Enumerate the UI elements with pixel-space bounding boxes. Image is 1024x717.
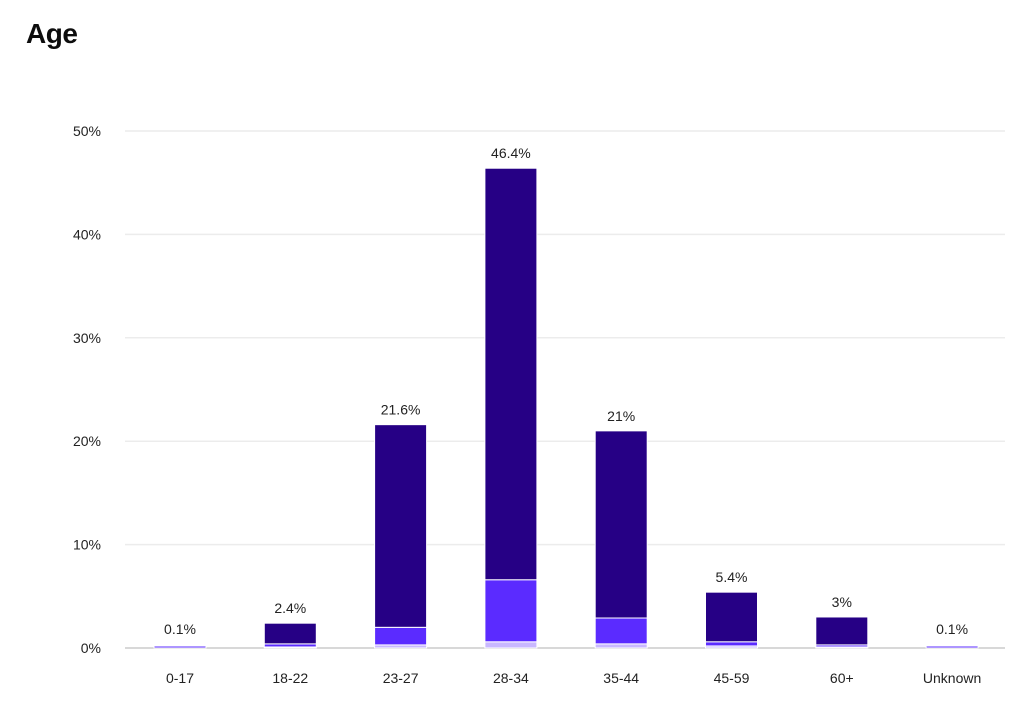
bar-segment-unknown-1 [925, 645, 979, 649]
bar-segment-28-34-0 [484, 641, 538, 649]
chart-title: Age [26, 18, 78, 49]
bar-segment-60--2 [815, 616, 869, 646]
y-tick-label: 30% [73, 330, 101, 346]
data-label: 21.6% [381, 402, 421, 418]
data-label: 5.4% [716, 569, 748, 585]
x-tick-label: 18-22 [272, 670, 308, 686]
bar-segment-23-27-2 [374, 424, 428, 628]
data-label: 0.1% [164, 621, 196, 637]
x-tick-label: 35-44 [603, 670, 639, 686]
x-tick-label: 60+ [830, 670, 854, 686]
x-tick-label: 28-34 [493, 670, 529, 686]
data-labels: 0.1% 2.4% 21.6% 46.4% 21% 5.4% 3% 0.1% [164, 145, 968, 637]
bar-segment-18-22-2 [263, 622, 317, 645]
data-label: 3% [832, 594, 852, 610]
y-tick-label: 0% [81, 640, 101, 656]
x-tick-label: Unknown [923, 670, 981, 686]
x-tick-label: 23-27 [383, 670, 419, 686]
bar-segment-35-44-1 [594, 617, 648, 645]
bars [153, 167, 979, 649]
bar-segment-35-44-0 [594, 643, 648, 649]
bar-segment-23-27-1 [374, 626, 428, 646]
y-tick-label: 50% [73, 123, 101, 139]
data-label: 2.4% [274, 600, 306, 616]
gridlines [125, 130, 1005, 649]
y-tick-label: 40% [73, 226, 101, 242]
data-label: 0.1% [936, 621, 968, 637]
x-axis-labels: 0-17 18-22 23-27 28-34 35-44 45-59 60+ Unknown [166, 670, 981, 686]
bar-segment-45-59-1 [705, 641, 758, 647]
x-tick-label: 45-59 [714, 670, 750, 686]
data-label: 46.4% [491, 145, 531, 161]
bar-segment-45-59-2 [705, 591, 758, 643]
data-label: 21% [607, 408, 635, 424]
bar-segment-28-34-1 [484, 579, 538, 643]
x-tick-label: 0-17 [166, 670, 194, 686]
bar-segment-0-17-1 [153, 645, 207, 649]
y-tick-label: 10% [73, 537, 101, 553]
bar-segment-35-44-2 [594, 430, 648, 619]
y-tick-label: 20% [73, 433, 101, 449]
bar-segment-28-34-2 [484, 167, 538, 581]
y-axis-ticks: 0% 10% 20% 30% 40% 50% [73, 123, 101, 656]
